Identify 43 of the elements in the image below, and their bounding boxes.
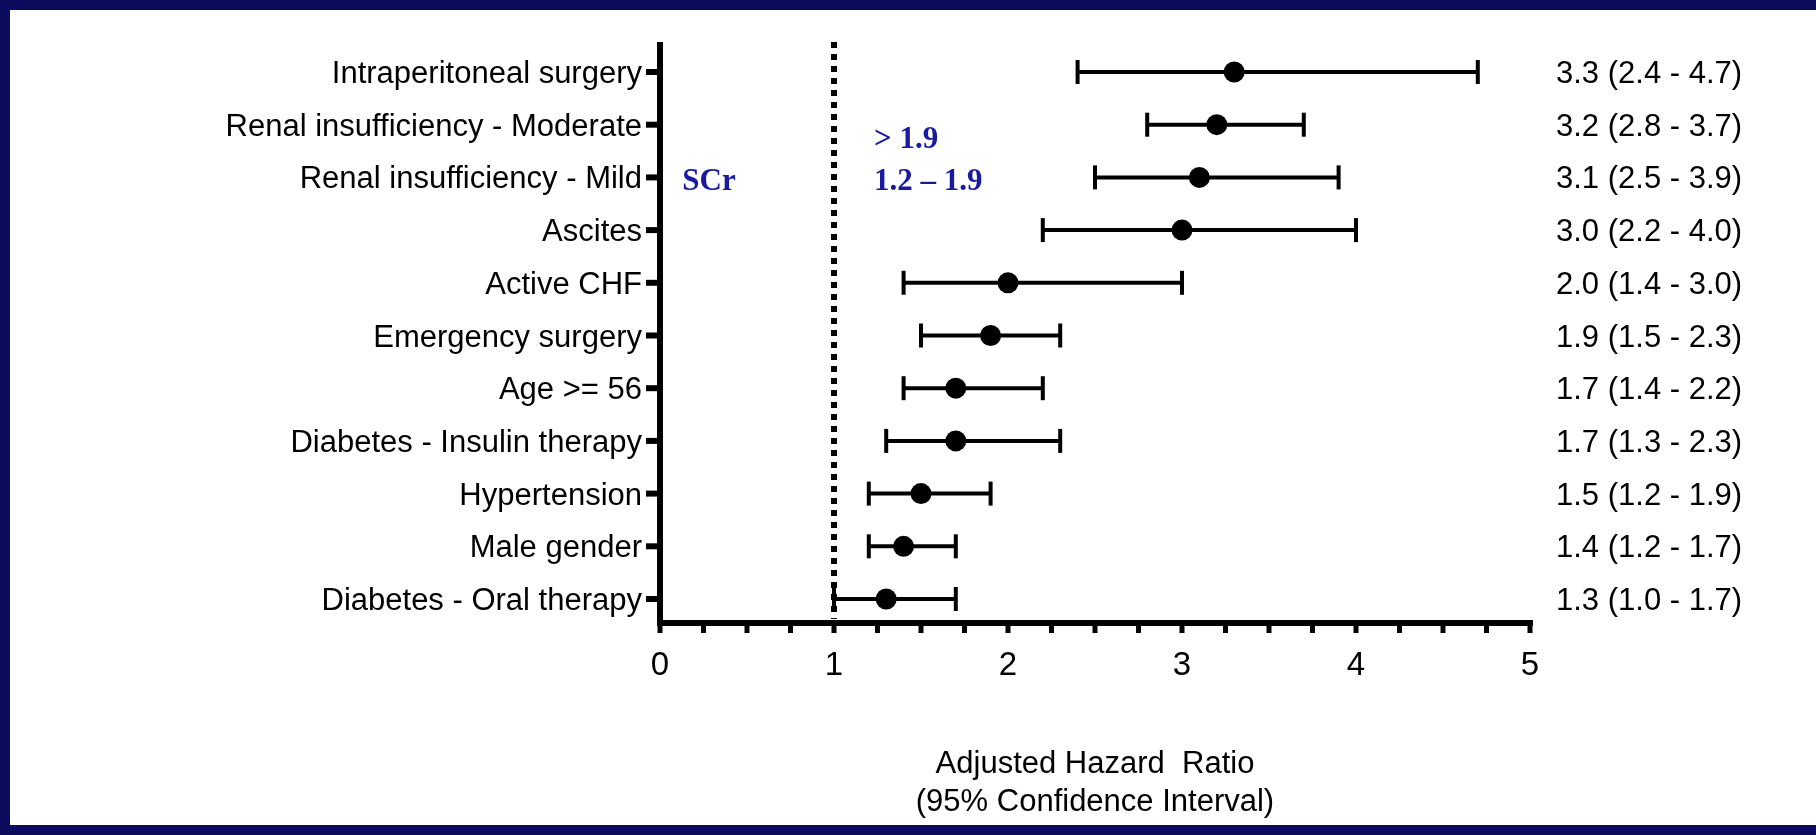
point <box>893 535 915 557</box>
x-tick-label: 0 <box>650 645 670 682</box>
point <box>997 272 1019 294</box>
data-label: 1.4 (1.2 - 1.7) <box>1556 529 1743 565</box>
y-tick-label: Intraperitoneal surgery <box>331 55 643 90</box>
data-label: 1.3 (1.0 - 1.7) <box>1556 582 1743 617</box>
data-label: 1.7 (1.3 - 2.3) <box>1556 423 1743 459</box>
point <box>980 325 1002 346</box>
x-tick-label: 1 <box>824 645 844 682</box>
data-label: 1.9 (1.5 - 2.3) <box>1556 318 1743 354</box>
annotation: 1.2 – 1.9 <box>874 162 983 197</box>
point <box>1188 166 1210 188</box>
point <box>910 483 932 505</box>
data-label: 2.0 (1.4 - 3.0) <box>1556 265 1743 301</box>
y-tick-label: Renal insufficiency - Moderate <box>225 107 642 143</box>
data-label: 3.2 (2.8 - 3.7) <box>1556 107 1743 143</box>
x-tick-label: 5 <box>1520 645 1540 682</box>
point <box>1206 114 1228 136</box>
x-tick-label: 4 <box>1346 645 1366 682</box>
y-tick-label: Hypertension <box>459 476 642 512</box>
y-tick-label: Emergency surgery <box>373 318 643 354</box>
annotation: SCr <box>682 162 736 197</box>
annotation: > 1.9 <box>874 120 939 155</box>
data-label: 3.0 (2.2 - 4.0) <box>1556 213 1743 249</box>
data-label: 3.3 (2.4 - 4.7) <box>1556 55 1743 90</box>
y-tick-label: Male gender <box>469 529 642 565</box>
data-label: 1.7 (1.4 - 2.2) <box>1556 371 1743 407</box>
data-label: 1.5 (1.2 - 1.9) <box>1556 476 1743 512</box>
point <box>945 430 967 452</box>
x-tick-label: 2 <box>998 645 1018 682</box>
y-tick-label: Ascites <box>542 213 642 249</box>
y-tick-label: Active CHF <box>485 265 642 301</box>
y-tick-label: Diabetes - Oral therapy <box>321 582 643 617</box>
point <box>875 588 897 610</box>
x-tick-label: 3 <box>1172 645 1192 682</box>
y-tick-label: Renal insufficiency - Mild <box>299 160 642 196</box>
point <box>1223 61 1245 83</box>
point <box>945 377 967 399</box>
y-tick-label: Diabetes - Insulin therapy <box>290 423 643 459</box>
y-tick-label: Age >= 56 <box>498 371 642 407</box>
point <box>1171 219 1193 241</box>
data-label: 3.1 (2.5 - 3.9) <box>1556 160 1743 196</box>
x-axis-title: Adjusted Hazard Ratio (95% Confidence Interval) <box>915 745 1275 818</box>
